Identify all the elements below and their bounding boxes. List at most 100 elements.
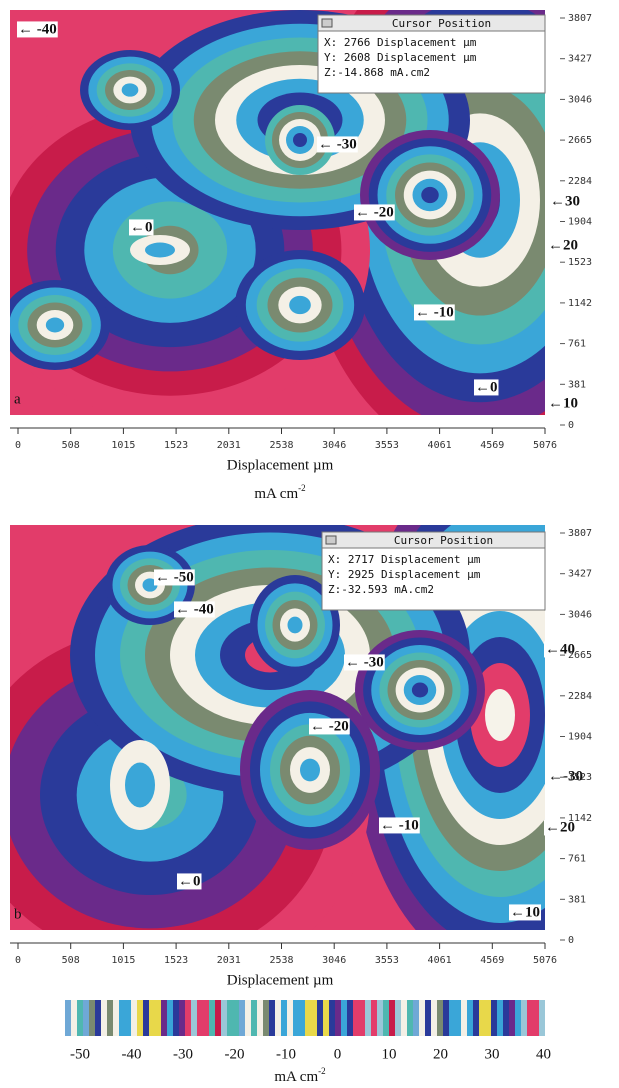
annotation-bg	[547, 768, 584, 785]
y-tick-label: 1523	[568, 257, 592, 268]
contour-annotation: ← -10	[380, 817, 419, 833]
colorbar-stripe	[83, 1000, 89, 1036]
colorbar-stripe	[77, 1000, 83, 1036]
y-tick-label: 3427	[568, 54, 592, 65]
contour-band	[289, 295, 311, 315]
y-tick-label: 1142	[568, 298, 592, 309]
colorbar-stripe	[491, 1000, 497, 1036]
unit-exp: -2	[298, 483, 306, 493]
y-tick-label: 3807	[568, 528, 592, 539]
colorbar-stripe	[389, 1000, 395, 1036]
colorbar-label: 10	[382, 1046, 397, 1062]
annotation-bg	[129, 219, 154, 236]
contour-band	[293, 133, 307, 147]
colorbar-stripe	[107, 1000, 113, 1036]
x-tick-label: 508	[62, 440, 80, 451]
colorbar-stripe	[233, 1000, 239, 1036]
contour-annotation: ← -20	[310, 718, 349, 734]
colorbar-label: 30	[485, 1046, 500, 1062]
annotation-bg	[544, 819, 576, 836]
colorbar-stripe	[515, 1000, 521, 1036]
cursor-titlebar	[321, 531, 546, 549]
y-tick-label: 3046	[568, 94, 592, 105]
colorbar-label: 0	[334, 1046, 342, 1062]
annotation-bg	[379, 817, 420, 834]
annotation-bg	[544, 641, 576, 658]
y-tick-label: 2665	[568, 650, 592, 661]
x-tick-label: 2538	[269, 955, 293, 966]
colorbar-stripe	[401, 1000, 407, 1036]
colorbar-stripe	[335, 1000, 341, 1036]
y-tick-label: 3046	[568, 609, 592, 620]
colorbar-stripe	[287, 1000, 293, 1036]
colorbar-stripe	[431, 1000, 437, 1036]
colorbar-stripe	[113, 1000, 119, 1036]
colorbar-stripe	[203, 1000, 209, 1036]
contour-annotation: ←30	[550, 193, 580, 209]
colorbar-stripe	[281, 1000, 287, 1036]
colorbar-stripe	[341, 1000, 347, 1036]
colorbar-stripe	[245, 1000, 251, 1036]
y-tick-label: 1904	[568, 732, 592, 743]
colorbar-stripe	[185, 1000, 191, 1036]
colorbar-stripe	[95, 1000, 101, 1036]
colorbar-label: 20	[433, 1046, 448, 1062]
colorbar-stripe	[137, 1000, 143, 1036]
unit-label: mA cm-2	[254, 483, 305, 502]
y-tick-label: 761	[568, 854, 586, 865]
colorbar-stripe	[167, 1000, 173, 1036]
x-tick-label: 1015	[111, 955, 135, 966]
colorbar-stripe	[263, 1000, 269, 1036]
x-tick-label: 2031	[217, 955, 241, 966]
cursor-y: Y: 2925 Displacement µm	[328, 568, 481, 581]
colorbar-label: -10	[276, 1046, 296, 1062]
colorbar-stripe	[539, 1000, 545, 1036]
colorbar-stripe	[275, 1000, 281, 1036]
colorbar-stripe	[125, 1000, 131, 1036]
x-tick-label: 1015	[111, 440, 135, 451]
colorbar-stripe	[365, 1000, 371, 1036]
colorbar-stripe	[449, 1000, 455, 1036]
x-axis-label: Displacement µm	[227, 972, 334, 988]
annotation-bg	[354, 204, 395, 221]
colorbar-stripe	[497, 1000, 503, 1036]
colorbar-stripe	[311, 1000, 317, 1036]
contour-annotation: ←40	[545, 641, 575, 657]
annotation-bg	[547, 395, 579, 412]
contour-annotation: ← -10	[415, 304, 454, 320]
colorbar-stripe	[143, 1000, 149, 1036]
contour-annotation: ← -30	[318, 136, 357, 152]
annotation-bg	[154, 569, 195, 586]
contour-annotation: ←0	[130, 219, 153, 235]
colorbar-stripe	[257, 1000, 263, 1036]
x-tick-label: 1523	[164, 440, 188, 451]
colorbar-stripe	[209, 1000, 215, 1036]
colorbar-stripe	[455, 1000, 461, 1036]
y-tick-label: 0	[568, 935, 574, 946]
colorbar-stripe	[101, 1000, 107, 1036]
colorbar-stripe	[503, 1000, 509, 1036]
colorbar-stripe	[305, 1000, 311, 1036]
annotation-bg	[414, 304, 455, 321]
colorbar-stripe	[251, 1000, 257, 1036]
colorbar-unit: mA cm-2	[274, 1066, 325, 1085]
contour-annotation: ← -50	[155, 569, 194, 585]
colorbar-stripe	[65, 1000, 71, 1036]
cursor-y: Y: 2608 Displacement µm	[324, 51, 477, 64]
cursor-icon	[321, 18, 333, 28]
annotation-bg	[309, 718, 350, 735]
colorbar-stripe	[473, 1000, 479, 1036]
colorbar-stripe	[359, 1000, 365, 1036]
annotation-bg	[549, 193, 581, 210]
annotation-bg	[317, 136, 358, 153]
x-tick-label: 2538	[269, 440, 293, 451]
x-tick-label: 3553	[375, 440, 399, 451]
cursor-z: Z:-14.868 mA.cm2	[324, 66, 430, 79]
annotation-bg	[177, 873, 202, 890]
annotation-bg	[474, 379, 499, 396]
colorbar-stripe	[221, 1000, 227, 1036]
colorbar-stripe	[161, 1000, 167, 1036]
x-tick-label: 4569	[480, 955, 504, 966]
x-tick-label: 3046	[322, 440, 346, 451]
annotation-bg	[17, 21, 58, 38]
